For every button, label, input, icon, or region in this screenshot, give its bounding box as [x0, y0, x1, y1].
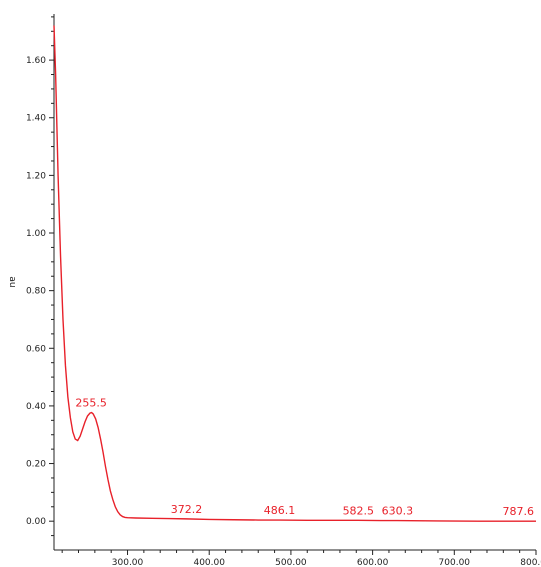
y-tick-label: 0.40: [26, 402, 46, 412]
y-tick-label: 0.00: [26, 517, 46, 527]
peak-label: 630.3: [382, 505, 414, 518]
x-tick-label: 700.00: [439, 558, 471, 567]
peak-label: 582.5: [343, 504, 375, 517]
peak-label: 372.2: [171, 503, 203, 516]
peak-labels: 255.5 372.2 486.1 582.5 630.3 787.6: [75, 397, 534, 519]
y-tick-label: 0.80: [26, 287, 46, 297]
x-ticks: 300.00 400.00 500.00 600.00 700.00 800.00: [61, 550, 541, 567]
x-tick-label: 300.00: [112, 558, 144, 567]
peak-label: 255.5: [75, 397, 107, 410]
y-axis-label: au: [7, 276, 17, 287]
x-tick-label: 800.00: [520, 558, 541, 567]
y-tick-label: 1.60: [26, 56, 46, 66]
y-ticks: 0.00 0.20 0.40 0.60 0.80 1.00 1.20 1.40 1.60: [26, 16, 54, 537]
x-tick-label: 400.00: [193, 558, 225, 567]
spectrum-line: [53, 25, 536, 522]
y-tick-label: 0.60: [26, 344, 46, 354]
peak-label: 486.1: [264, 504, 296, 517]
y-tick-label: 1.20: [26, 171, 46, 181]
y-tick-label: 0.20: [26, 460, 46, 470]
y-tick-label: 1.00: [26, 229, 46, 239]
y-tick-label: 1.40: [26, 114, 46, 124]
x-tick-label: 600.00: [357, 558, 389, 567]
peak-label: 787.6: [503, 505, 535, 518]
axes: [53, 14, 536, 551]
x-tick-label: 500.00: [275, 558, 307, 567]
